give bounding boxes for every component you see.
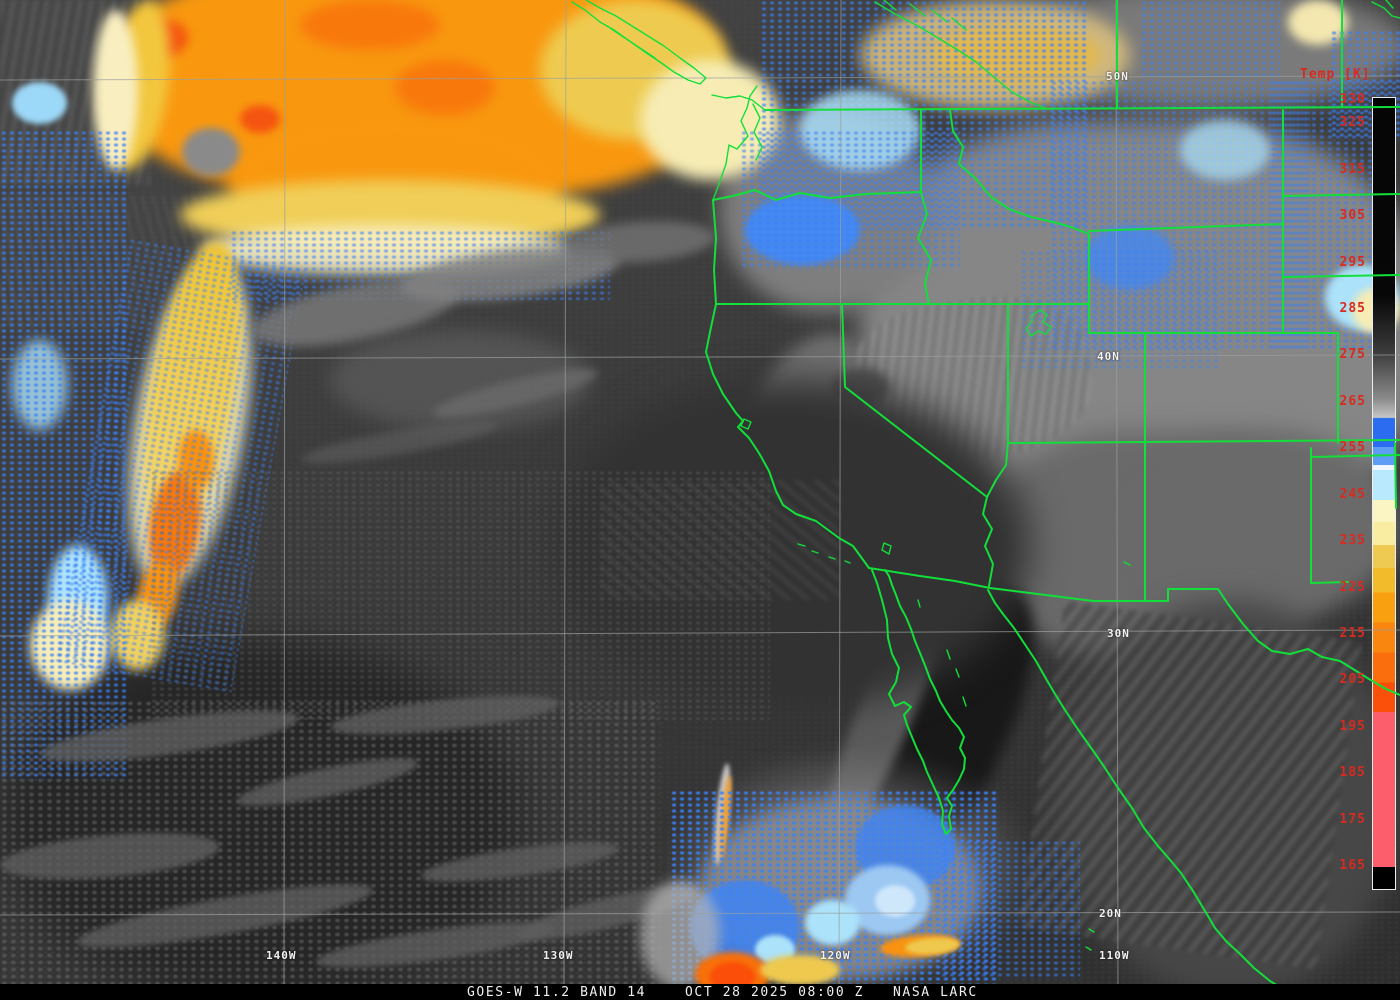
caption-credit: NASA LARC bbox=[893, 985, 978, 1000]
colorbar-tick-label: 285 bbox=[1339, 300, 1366, 316]
grid-label-130w: 130W bbox=[543, 949, 574, 962]
cloud-blob bbox=[600, 480, 840, 600]
colorbar-tick-label: 315 bbox=[1339, 161, 1366, 177]
colorbar-tick-label: 245 bbox=[1339, 486, 1366, 502]
cloud-blob bbox=[805, 900, 860, 945]
cloud-blob bbox=[1050, 80, 1310, 350]
colorbar-tick-label: 165 bbox=[1339, 858, 1366, 874]
cloud-blob bbox=[760, 955, 840, 985]
cloud-blob bbox=[1180, 120, 1270, 180]
cloud-blob bbox=[12, 82, 67, 124]
cloud-blob bbox=[740, 130, 960, 270]
colorbar-tick-label: 225 bbox=[1339, 579, 1366, 595]
colorbar-tick-label: 215 bbox=[1339, 625, 1366, 641]
colorbar-tick-label: 275 bbox=[1339, 347, 1366, 363]
colorbar-tick-label: 325 bbox=[1339, 115, 1366, 131]
colorbar-tick-label: 255 bbox=[1339, 440, 1366, 456]
storm-dry-slot bbox=[182, 128, 240, 176]
cloud-blob bbox=[1020, 250, 1220, 370]
cloud-blob bbox=[1140, 0, 1280, 80]
grid-label-110w: 110W bbox=[1099, 949, 1130, 962]
caption-product: GOES-W 11.2 BAND 14 bbox=[467, 985, 647, 1000]
cloud-blob bbox=[300, 0, 440, 50]
colorbar-tick-label: 330 bbox=[1339, 92, 1366, 107]
temperature-colorbar bbox=[1372, 97, 1396, 890]
colorbar-tick-label: 305 bbox=[1339, 208, 1366, 224]
colorbar-tick-label: 205 bbox=[1339, 672, 1366, 688]
cloud-blob bbox=[940, 840, 1080, 980]
cloud-blob bbox=[395, 60, 495, 115]
colorbar-tick-label: 185 bbox=[1339, 765, 1366, 781]
colorbar-tick-label: 295 bbox=[1339, 254, 1366, 270]
grid-label-30n: 30N bbox=[1107, 627, 1130, 640]
caption-timestamp: OCT 28 2025 08:00 Z bbox=[685, 985, 865, 1000]
grid-label-50n: 50N bbox=[1106, 70, 1129, 83]
colorbar-tick-label: 265 bbox=[1339, 393, 1366, 409]
colorbar-tick-label: 235 bbox=[1339, 533, 1366, 549]
grid-label-120w: 120W bbox=[820, 949, 851, 962]
cloud-blob bbox=[875, 885, 915, 917]
colorbar-tick-label: 175 bbox=[1339, 811, 1366, 827]
grid-label-140w: 140W bbox=[266, 949, 297, 962]
colorbar-tick-label: 195 bbox=[1339, 718, 1366, 734]
grid-label-20n: 20N bbox=[1099, 907, 1122, 920]
grid-label-40n: 40N bbox=[1097, 350, 1120, 363]
cloud-blob bbox=[1085, 225, 1175, 290]
cloud-blob bbox=[150, 470, 770, 720]
colorbar-title: Temp [K] bbox=[1300, 67, 1371, 82]
cloud-blob bbox=[240, 105, 280, 133]
caption-bar: GOES-W 11.2 BAND 14 OCT 28 2025 08:00 Z … bbox=[0, 984, 1400, 1000]
